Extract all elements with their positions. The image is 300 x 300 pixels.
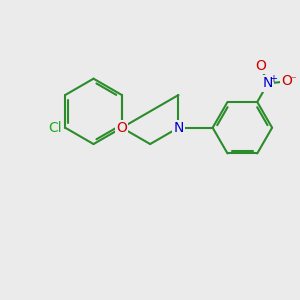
- Text: O: O: [255, 59, 266, 73]
- Text: +: +: [269, 74, 277, 84]
- Text: N: N: [263, 76, 273, 90]
- Text: O: O: [116, 121, 127, 135]
- Text: O: O: [281, 74, 292, 88]
- Text: N: N: [173, 121, 184, 135]
- Text: Cl: Cl: [48, 121, 61, 135]
- Text: ⁻: ⁻: [291, 75, 296, 85]
